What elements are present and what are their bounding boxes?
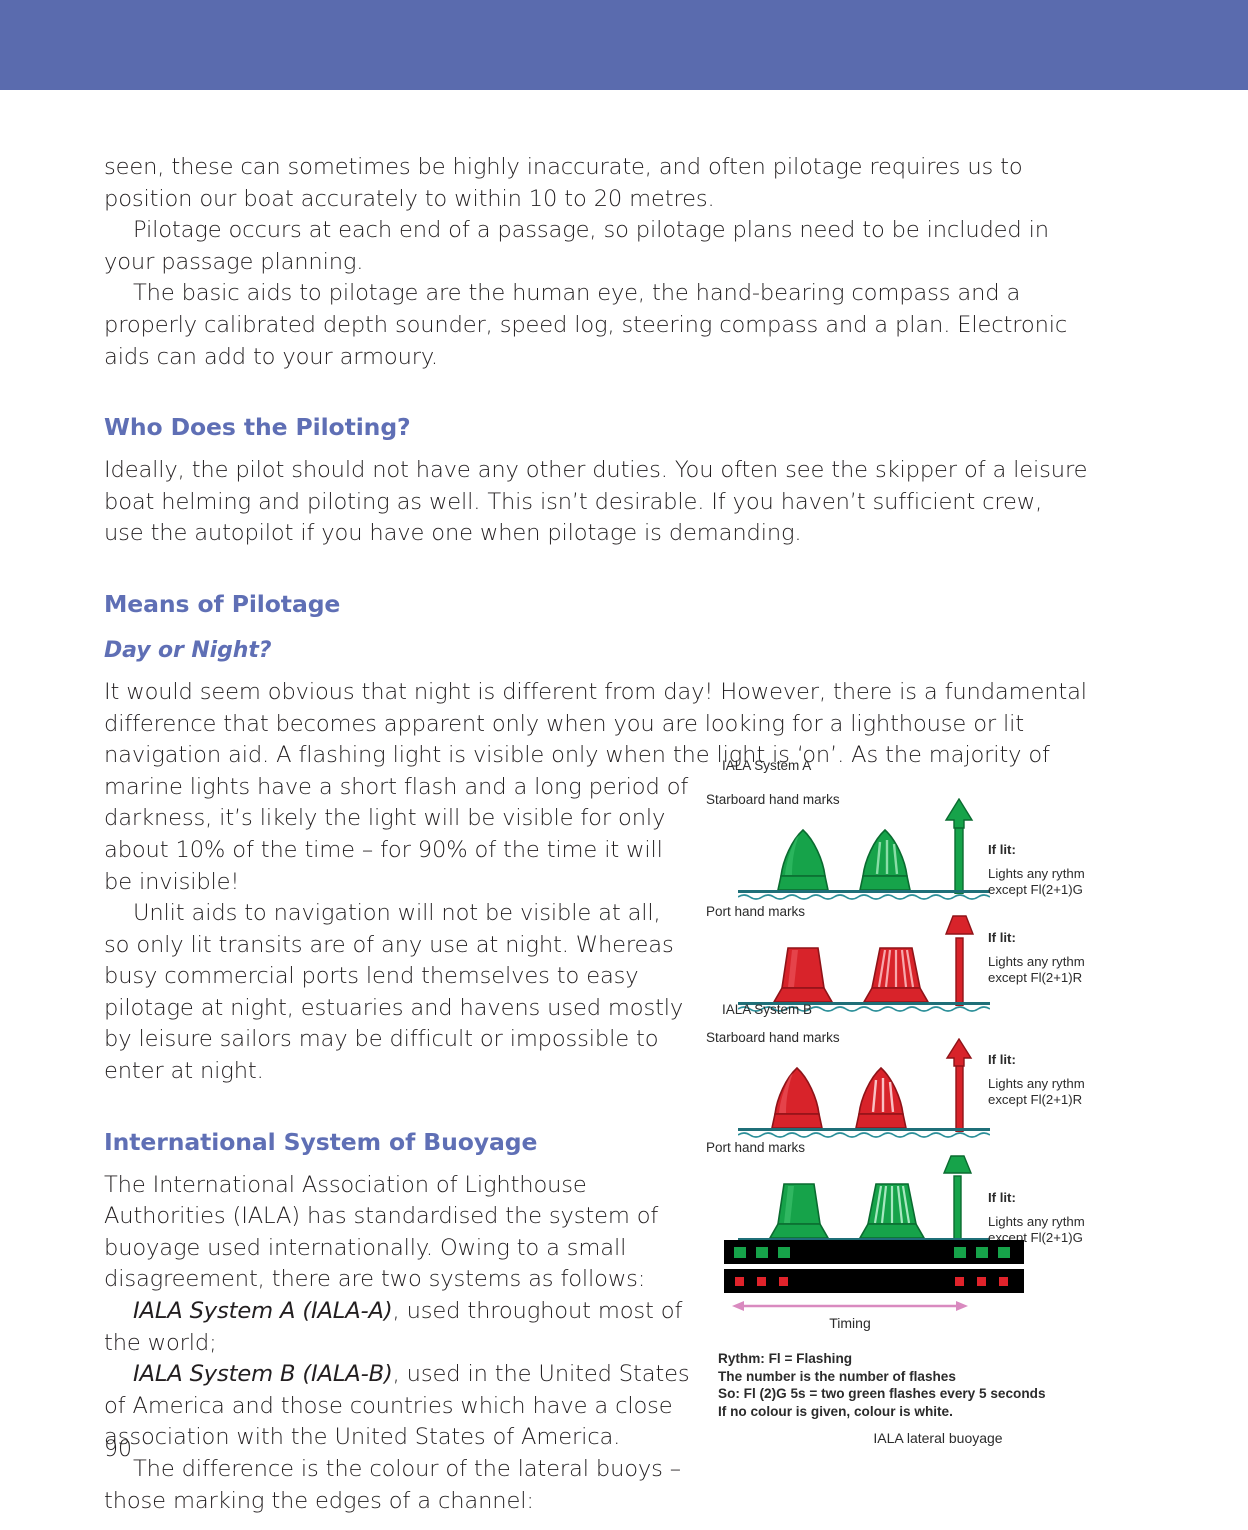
timing-label: Timing bbox=[829, 1315, 871, 1331]
timing-bar-green bbox=[724, 1240, 1024, 1264]
rythm-line-1: Lights any rythm bbox=[988, 953, 1085, 969]
figure-iala-lateral-buoyage: IALA System A Starboard hand marks bbox=[700, 758, 1120, 1446]
iala-a-rest: , used throughout most of the world; bbox=[104, 1298, 683, 1356]
text-column: seen, these can sometimes be highly inac… bbox=[104, 152, 1088, 1517]
figure-row-system-b-starboard: Starboard hand marks bbox=[700, 1030, 1120, 1140]
iala-b-rest: , used in the United States of America a… bbox=[104, 1361, 690, 1451]
paragraph-difference: The difference is the colour of the late… bbox=[104, 1456, 681, 1514]
red-flash bbox=[735, 1277, 744, 1286]
scene-b-starboard bbox=[700, 1030, 1000, 1140]
figure-row-system-b-port: Port hand marks bbox=[700, 1140, 1120, 1250]
if-lit-label: If lit: bbox=[988, 1190, 1016, 1205]
green-flash bbox=[778, 1247, 790, 1258]
notes-line-3: So: Fl (2)G 5s = two green flashes every… bbox=[718, 1386, 1046, 1401]
red-flash bbox=[977, 1277, 986, 1286]
notes-line-2: The number is the number of flashes bbox=[718, 1368, 956, 1384]
paragraph-pilotage-ends: Pilotage occurs at each end of a passage… bbox=[104, 217, 1049, 275]
red-flash bbox=[955, 1277, 964, 1286]
rythm-line-2: except Fl(2+1)R bbox=[988, 970, 1083, 985]
spacer bbox=[104, 663, 1088, 677]
waterline-a-port bbox=[738, 1002, 990, 1012]
green-flash bbox=[734, 1247, 746, 1258]
heading-who-does-the-piloting: Who Does the Piloting? bbox=[104, 413, 411, 442]
heading-international-system-of-buoyage: International System of Buoyage bbox=[104, 1127, 538, 1156]
rythm-line-2: except Fl(2+1)G bbox=[988, 882, 1083, 897]
timing-bar-red bbox=[724, 1269, 1024, 1293]
buoy-port-can-ribbed-b bbox=[852, 1180, 932, 1242]
buoy-starboard-conical-a bbox=[772, 828, 834, 894]
label-starboard-hand-marks-a: Starboard hand marks bbox=[706, 792, 840, 807]
rythm-line-1: Lights any rythm bbox=[988, 1075, 1085, 1091]
figure-caption-text: IALA lateral buoyage bbox=[873, 1430, 1003, 1446]
rythm-line-2: except Fl(2+1)R bbox=[988, 1092, 1083, 1107]
lit-note-a-starboard: If lit: Lights any rythm except Fl(2+1)G bbox=[988, 842, 1085, 899]
label-starboard-hand-marks-b: Starboard hand marks bbox=[706, 1030, 840, 1045]
paragraph-day-or-night-narrow: marine lights have a short flash and a l… bbox=[104, 773, 689, 895]
spacer bbox=[104, 441, 1088, 455]
lit-note-b-port: If lit: Lights any rythm except Fl(2+1)G bbox=[988, 1190, 1085, 1247]
buoy-starboard-conical-ribbed-b bbox=[850, 1066, 912, 1132]
rythm-line-1: Lights any rythm bbox=[988, 865, 1085, 881]
paragraph-intro: seen, these can sometimes be highly inac… bbox=[104, 154, 1023, 212]
if-lit-label: If lit: bbox=[988, 1052, 1016, 1067]
waterline-b-starboard bbox=[738, 1128, 990, 1138]
figure-row-system-a-port: Port hand marks bbox=[700, 904, 1120, 1014]
pole-topmark-cone-a bbox=[942, 798, 976, 894]
buoy-starboard-conical-ribbed-a bbox=[854, 828, 916, 894]
rythm-line-1: Lights any rythm bbox=[988, 1213, 1085, 1229]
lit-note-b-starboard: If lit: Lights any rythm except Fl(2+1)R bbox=[988, 1052, 1085, 1109]
timing-diagram: Timing bbox=[724, 1240, 1024, 1331]
scene-b-port bbox=[700, 1140, 1000, 1250]
page-header-band bbox=[0, 0, 1248, 90]
iala-a-emphasis: IALA System A (IALA-A) bbox=[133, 1298, 393, 1325]
red-flash bbox=[757, 1277, 766, 1286]
timing-arrow bbox=[730, 1298, 970, 1316]
spacer bbox=[104, 373, 1088, 413]
figure-system-b-title: IALA System B bbox=[722, 1002, 813, 1017]
buoy-starboard-conical-b bbox=[766, 1066, 828, 1132]
buoy-port-can-ribbed-a bbox=[856, 944, 936, 1006]
figure-row-system-a-starboard: Starboard hand marks bbox=[700, 792, 1120, 902]
spacer bbox=[104, 550, 1088, 590]
figure-caption: IALA lateral buoyage bbox=[700, 1430, 1120, 1446]
pole-topmark-can-b bbox=[940, 1154, 974, 1242]
paragraph-basic-aids: The basic aids to pilotage are the human… bbox=[104, 280, 1068, 370]
green-flash bbox=[756, 1247, 768, 1258]
notes-line-4: If no colour is given, colour is white. bbox=[718, 1403, 953, 1419]
red-flash bbox=[779, 1277, 788, 1286]
pole-topmark-can-a bbox=[942, 914, 976, 1006]
label-port-hand-marks-b: Port hand marks bbox=[706, 1140, 806, 1155]
if-lit-label: If lit: bbox=[988, 842, 1016, 857]
paragraph-who-pilots: Ideally, the pilot should not have any o… bbox=[104, 457, 1088, 547]
waterline-a-starboard bbox=[738, 890, 990, 900]
paragraph-unlit-aids: Unlit aids to navigation will not be vis… bbox=[104, 900, 684, 1085]
heading-day-or-night: Day or Night? bbox=[104, 637, 272, 663]
heading-means-of-pilotage: Means of Pilotage bbox=[104, 589, 341, 618]
buoy-port-can-a bbox=[766, 944, 840, 1006]
scene-a-port bbox=[700, 904, 1000, 1014]
pole-topmark-cone-b bbox=[942, 1038, 976, 1132]
timing-notes: Rythm: Fl = Flashing The number is the n… bbox=[718, 1350, 1046, 1420]
if-lit-label: If lit: bbox=[988, 930, 1016, 945]
green-flash bbox=[976, 1247, 988, 1258]
notes-line-1: Rythm: Fl = Flashing bbox=[718, 1351, 853, 1366]
green-flash bbox=[954, 1247, 966, 1258]
lit-note-a-port: If lit: Lights any rythm except Fl(2+1)R bbox=[988, 930, 1085, 987]
paragraph-iala-intro: The International Association of Lightho… bbox=[104, 1171, 659, 1293]
buoy-port-can-b bbox=[762, 1180, 836, 1242]
paragraph-day-or-night-wide: It would seem obvious that night is diff… bbox=[104, 678, 1087, 769]
paragraph-iala-system-a: IALA System A (IALA-A), used throughout … bbox=[104, 1296, 692, 1359]
page-number: 90 bbox=[104, 1437, 132, 1462]
label-port-hand-marks-a: Port hand marks bbox=[706, 904, 806, 919]
paragraph-iala-system-b: IALA System B (IALA-B), used in the Unit… bbox=[104, 1359, 692, 1454]
green-flash bbox=[998, 1247, 1010, 1258]
red-flash bbox=[999, 1277, 1008, 1286]
spacer bbox=[104, 618, 1088, 638]
iala-b-emphasis: IALA System B (IALA-B) bbox=[133, 1361, 393, 1388]
scene-a-starboard bbox=[700, 792, 1000, 902]
figure-system-a-title: IALA System A bbox=[722, 758, 812, 773]
